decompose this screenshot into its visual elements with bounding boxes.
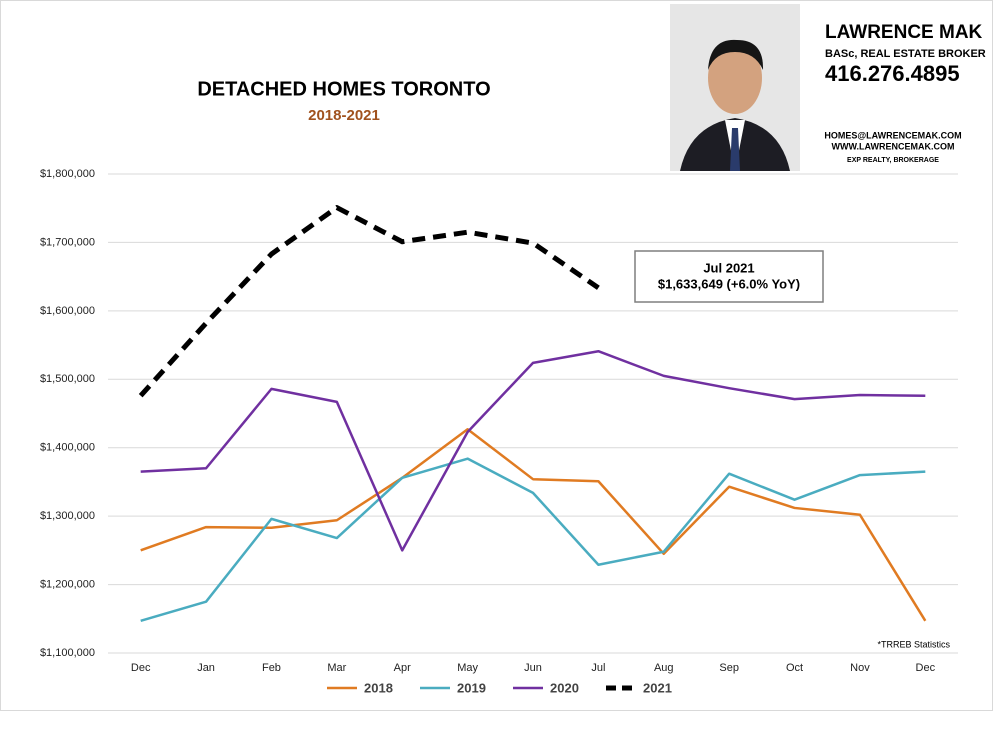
broker-name: LAWRENCE MAK <box>825 22 983 43</box>
x-tick-label: Mar <box>327 662 346 674</box>
y-tick-label: $1,700,000 <box>40 236 95 248</box>
y-tick-label: $1,300,000 <box>40 510 95 522</box>
brokerage: EXP REALTY, BROKERAGE <box>847 157 939 164</box>
series-line <box>140 457 926 623</box>
legend-label: 2021 <box>643 680 672 695</box>
chart-subtitle: 2018-2021 <box>308 107 380 124</box>
x-tick-label: Feb <box>262 662 281 674</box>
broker-email: HOMES@LAWRENCEMAK.COM <box>824 130 961 140</box>
chart-title: DETACHED HOMES TORONTO <box>197 78 490 100</box>
plot-area: $1,100,000 $1,200,000 $1,300,000 $1,400,000… <box>40 168 958 674</box>
x-tick-label: Jul <box>591 662 605 674</box>
annotation-text: $1,633,649 (+6.0% YoY) <box>658 276 800 291</box>
legend-label: 2019 <box>457 680 486 695</box>
legend-label: 2018 <box>364 680 393 695</box>
series-line <box>140 349 926 552</box>
x-tick-label: Dec <box>916 662 936 674</box>
x-tick-label: Jan <box>197 662 215 674</box>
x-tick-label: Sep <box>719 662 739 674</box>
chart-border <box>0 0 993 711</box>
x-tick-label: Apr <box>394 662 411 674</box>
series-line <box>138 205 600 398</box>
annotation-title: Jul 2021 <box>703 260 754 275</box>
broker-phone: 416.276.4895 <box>825 61 960 86</box>
x-tick-label: Jun <box>524 662 542 674</box>
annotation-box <box>634 250 824 303</box>
x-tick-label: Dec <box>131 662 151 674</box>
y-tick-label: $1,500,000 <box>40 373 95 385</box>
y-tick-label: $1,200,000 <box>40 578 95 590</box>
x-tick-label: May <box>457 662 478 674</box>
x-tick-label: Aug <box>654 662 674 674</box>
y-tick-label: $1,800,000 <box>40 168 95 180</box>
x-tick-label: Nov <box>850 662 870 674</box>
broker-website: WWW.LAWRENCEMAK.COM <box>832 141 955 151</box>
y-tick-label: $1,600,000 <box>40 305 95 317</box>
y-tick-label: $1,100,000 <box>40 647 95 659</box>
legend-label: 2020 <box>550 680 579 695</box>
source-note: *TRREB Statistics <box>877 639 950 649</box>
x-tick-label: Oct <box>786 662 803 674</box>
photo <box>670 4 800 171</box>
y-tick-label: $1,400,000 <box>40 442 95 454</box>
broker-credentials: BASc, REAL ESTATE BROKER <box>825 48 986 60</box>
series-line <box>140 427 927 622</box>
